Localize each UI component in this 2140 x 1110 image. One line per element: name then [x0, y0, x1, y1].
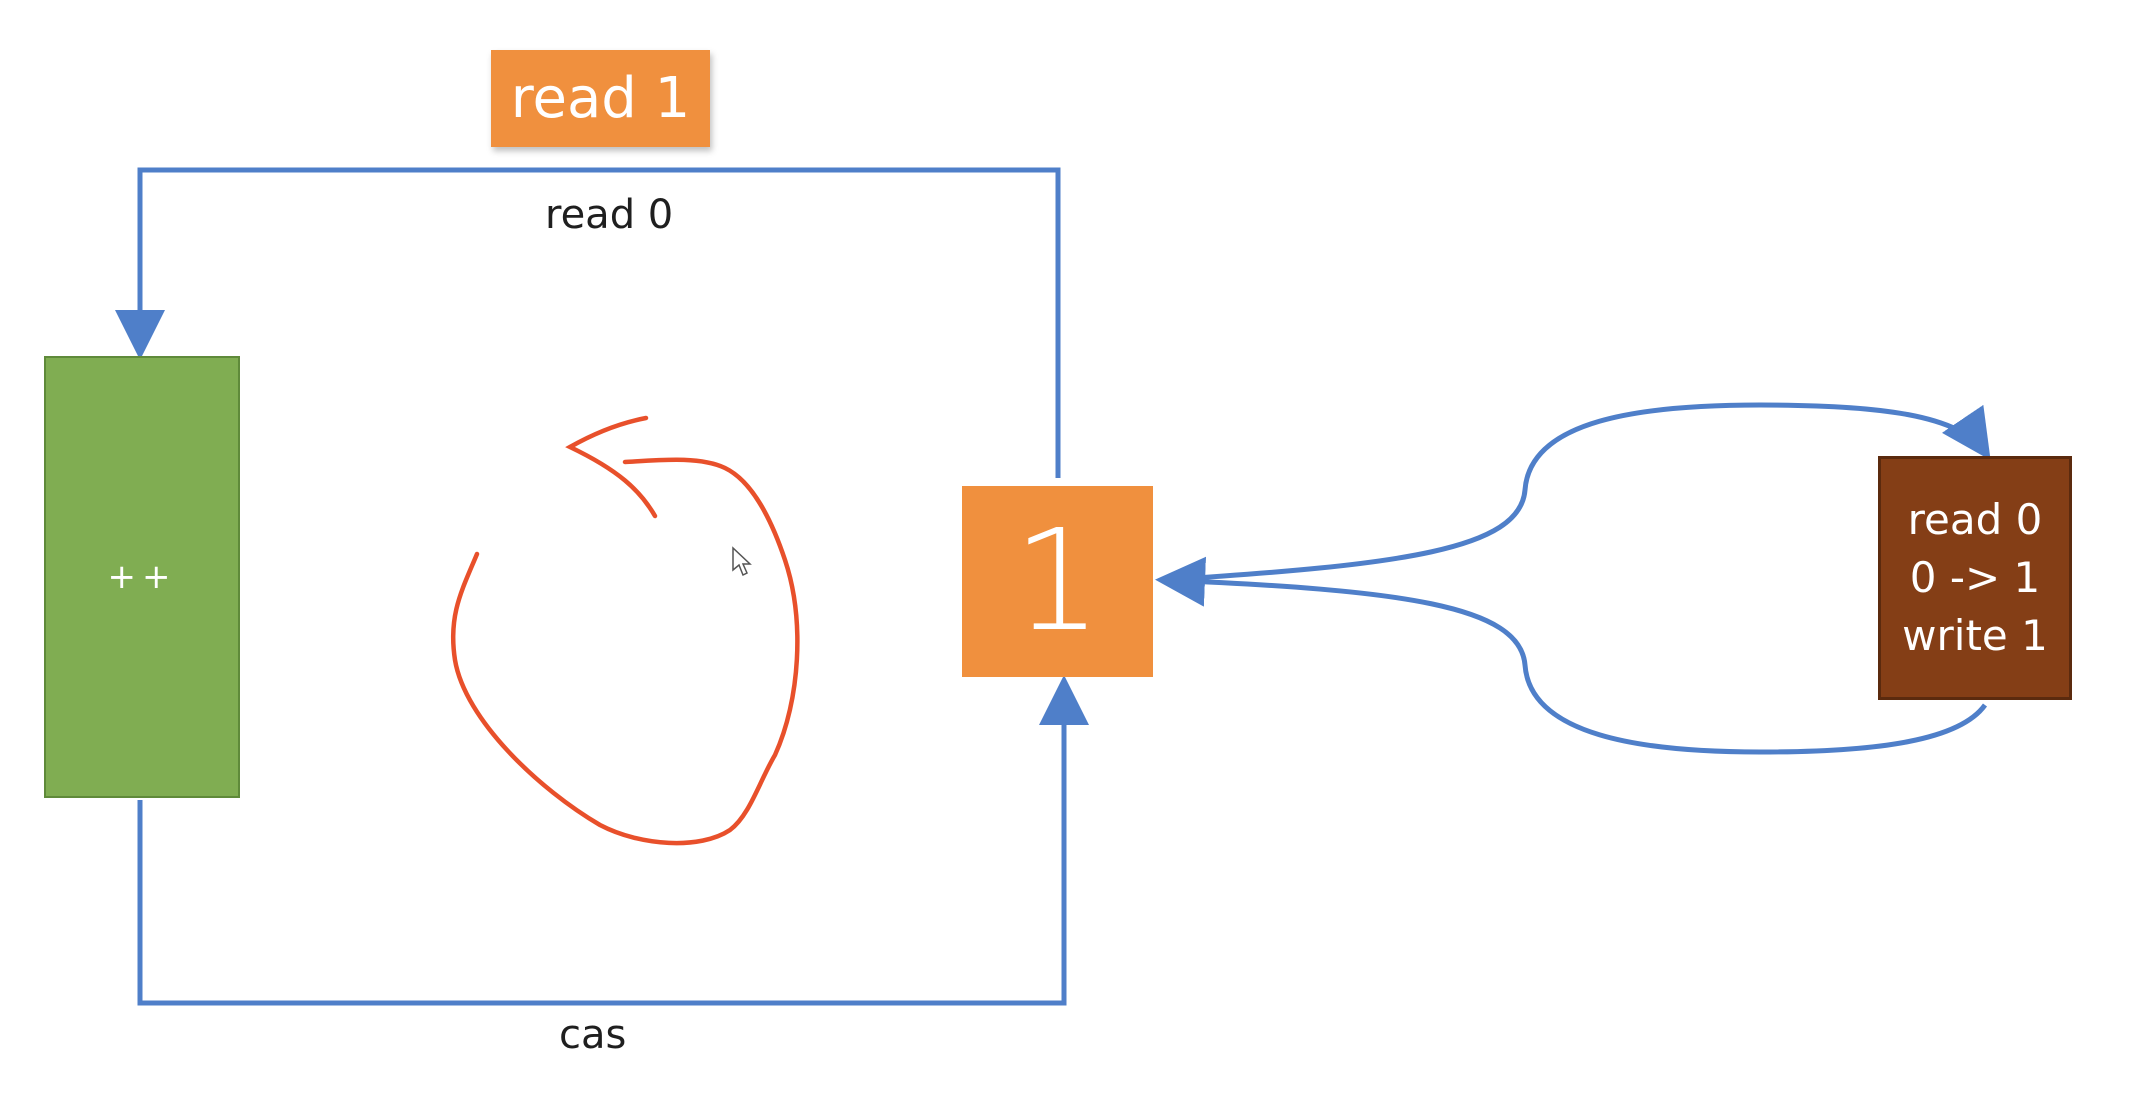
increment-box: ++ — [44, 356, 240, 798]
shared-value-box: 1 — [962, 486, 1153, 677]
read-connector — [115, 167, 1061, 478]
other-thread-write-curve — [1155, 556, 1988, 755]
read-0-edge-label: read 0 — [545, 192, 674, 238]
other-thread-line-2: 0 -> 1 — [1909, 553, 2041, 602]
other-thread-line-1: read 0 — [1907, 495, 2043, 544]
cas-edge-label: cas — [559, 1012, 627, 1058]
read-1-tag: read 1 — [491, 50, 710, 147]
other-thread-read-curve — [1164, 402, 1991, 583]
mouse-cursor-icon — [732, 546, 752, 577]
cas-connector — [137, 675, 1089, 1006]
other-thread-line-3: write 1 — [1902, 611, 2048, 660]
other-thread-box: read 0 0 -> 1 write 1 — [1878, 456, 2072, 700]
retry-loop-scribble — [450, 457, 800, 846]
retry-loop-arrowhead — [565, 415, 658, 519]
